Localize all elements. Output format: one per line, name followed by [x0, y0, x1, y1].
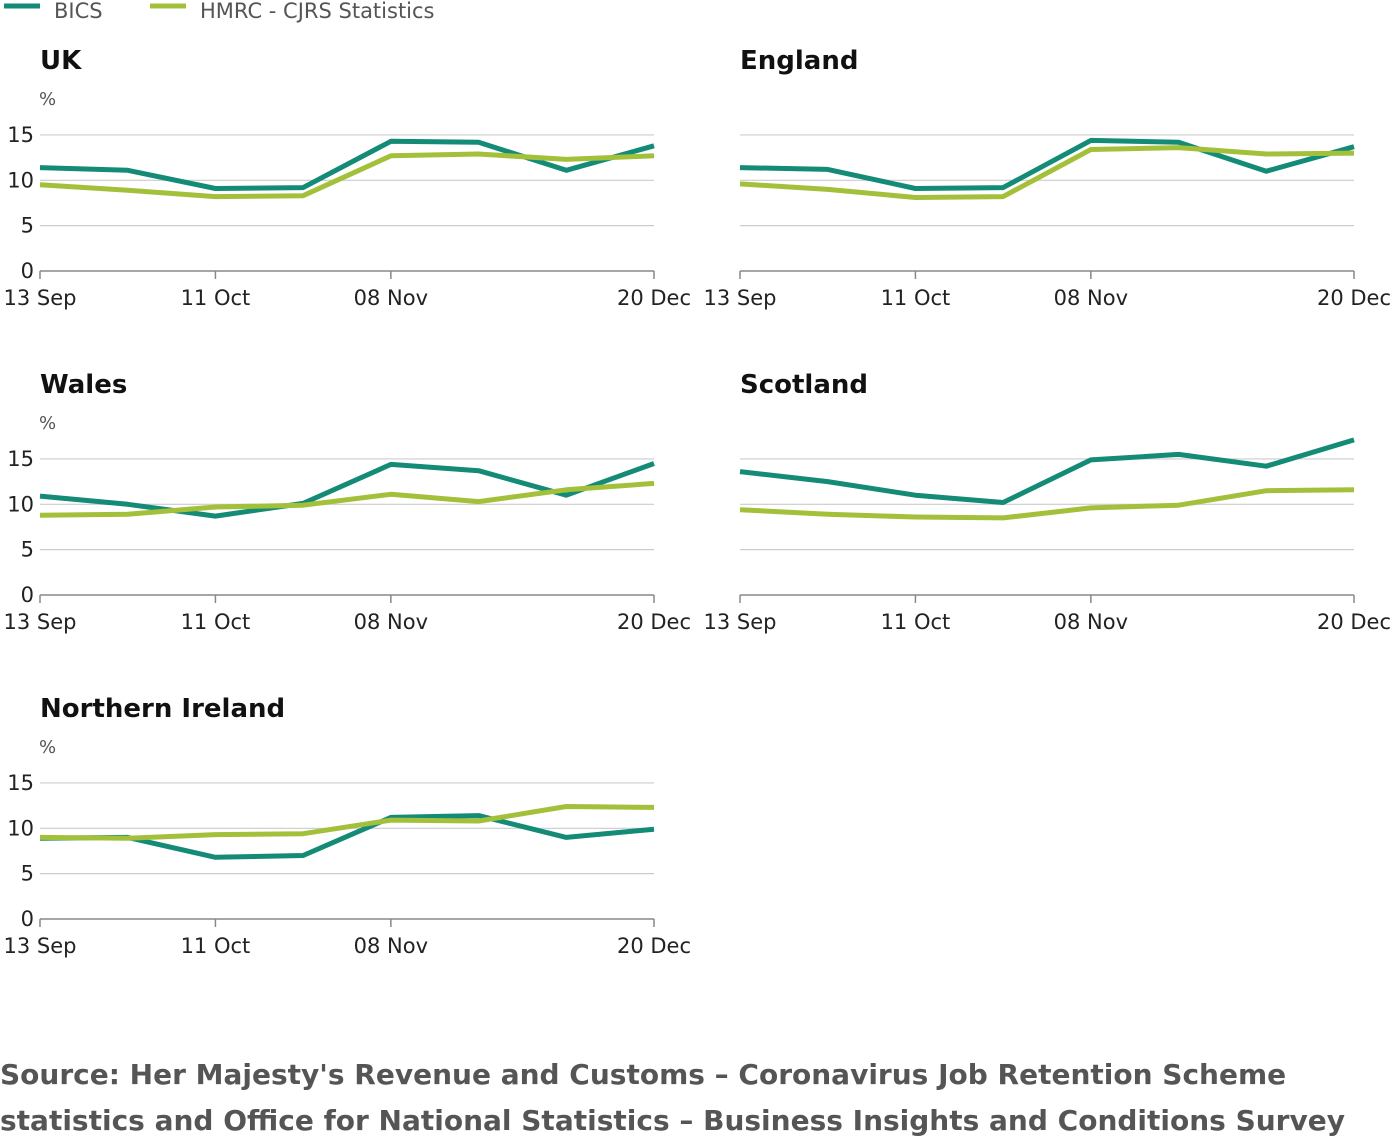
x-tick-label-08-nov: 08 Nov: [354, 934, 428, 958]
y-tick-label-5: 5: [21, 862, 34, 886]
series-line-hmrc-cjrs-statistics: [39, 151, 655, 200]
legend-label-hmrc-cjrs-statistics: HMRC - CJRS Statistics: [200, 0, 435, 23]
x-tick-label-13-sep: 13 Sep: [704, 286, 777, 310]
x-tick-label-20-dec: 20 Dec: [617, 610, 691, 634]
x-tick-label-08-nov: 08 Nov: [354, 286, 428, 310]
series-line-hmrc-cjrs-statistics: [739, 487, 1355, 521]
panel-title-uk: UK: [40, 46, 82, 76]
y-tick-label-0: 0: [21, 259, 34, 283]
panel-title-england: England: [740, 46, 858, 76]
y-unit-label: %: [39, 413, 56, 434]
panel-title-northern-ireland: Northern Ireland: [40, 694, 285, 724]
y-tick-label-10: 10: [7, 492, 34, 516]
panel-wales: Wales% 0 5 10 15 13 Sep 11 Oct 08 Nov 20 Dec: [4, 370, 692, 634]
series-line-bics: [739, 137, 1355, 191]
small-multiples-line-chart: BICS HMRC - CJRS Statistics UK% 0 5 10 15 13 S…: [4, 0, 1392, 958]
panel-northern-ireland: Northern Ireland% 0 5 10 15 13 Sep 11 Oct 08 No…: [4, 694, 692, 958]
series-line-hmrc-cjrs-statistics: [739, 145, 1355, 200]
y-tick-label-0: 0: [21, 583, 34, 607]
y-tick-label-10: 10: [7, 168, 34, 192]
panel-scotland: Scotland 13 Sep 11 Oct 08 Nov 20 Dec: [704, 370, 1392, 634]
x-tick-label-11-oct: 11 Oct: [181, 610, 251, 634]
y-tick-label-15: 15: [7, 123, 34, 147]
y-tick-label-15: 15: [7, 447, 34, 471]
y-tick-label-10: 10: [7, 816, 34, 840]
y-tick-label-0: 0: [21, 907, 34, 931]
x-tick-label-20-dec: 20 Dec: [1317, 286, 1391, 310]
y-unit-label: %: [39, 737, 56, 758]
y-unit-label: %: [39, 89, 56, 110]
x-tick-label-13-sep: 13 Sep: [4, 610, 77, 634]
x-tick-label-08-nov: 08 Nov: [354, 610, 428, 634]
y-tick-label-15: 15: [7, 771, 34, 795]
x-tick-label-08-nov: 08 Nov: [1054, 286, 1128, 310]
series-line-bics: [739, 437, 1355, 505]
panel-title-scotland: Scotland: [740, 370, 868, 400]
x-tick-label-11-oct: 11 Oct: [181, 286, 251, 310]
x-tick-label-13-sep: 13 Sep: [4, 934, 77, 958]
panel-title-wales: Wales: [40, 370, 127, 400]
x-tick-label-11-oct: 11 Oct: [181, 934, 251, 958]
series-line-hmrc-cjrs-statistics: [39, 480, 655, 518]
x-tick-label-11-oct: 11 Oct: [881, 286, 951, 310]
legend-label-bics: BICS: [54, 0, 103, 23]
x-tick-label-11-oct: 11 Oct: [881, 610, 951, 634]
series-line-bics: [39, 138, 655, 191]
panel-uk: UK% 0 5 10 15 13 Sep 11 Oct 08 Nov 20 Dec: [4, 46, 692, 310]
x-tick-label-13-sep: 13 Sep: [704, 610, 777, 634]
y-tick-label-5: 5: [21, 538, 34, 562]
legend: BICS HMRC - CJRS Statistics: [4, 0, 435, 23]
series-line-hmrc-cjrs-statistics: [39, 804, 655, 841]
x-tick-label-20-dec: 20 Dec: [617, 286, 691, 310]
y-tick-label-5: 5: [21, 214, 34, 238]
series-line-bics: [39, 813, 655, 860]
x-tick-label-13-sep: 13 Sep: [4, 286, 77, 310]
panel-england: England 13 Sep 11 Oct 08 Nov 20 Dec: [704, 46, 1392, 310]
x-tick-label-20-dec: 20 Dec: [617, 934, 691, 958]
x-tick-label-08-nov: 08 Nov: [1054, 610, 1128, 634]
source-note: Source: Her Majesty's Revenue and Custom…: [0, 1058, 1345, 1137]
x-tick-label-20-dec: 20 Dec: [1317, 610, 1391, 634]
